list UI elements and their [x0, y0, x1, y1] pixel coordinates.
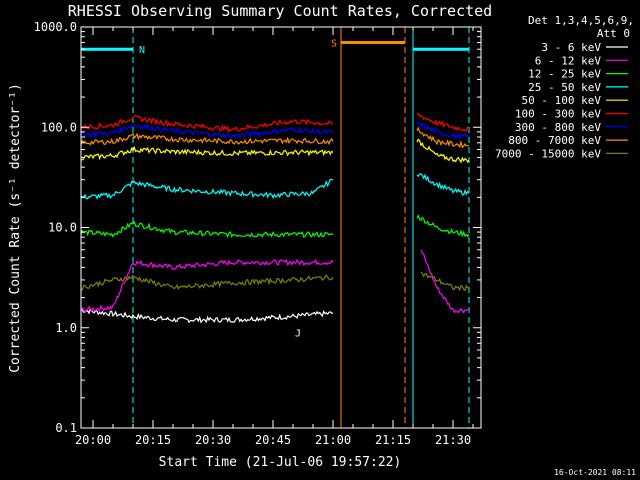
- series-line-8-segment-2: [416, 126, 470, 149]
- x-axis-label: Start Time (21-Jul-06 19:57:22): [159, 455, 402, 470]
- annotation-label-n: N: [139, 45, 145, 56]
- annotation-label-s: S: [331, 39, 337, 50]
- series-line-8-segment-1: [80, 132, 334, 146]
- series-line-1-segment-1: [80, 308, 334, 324]
- legend-label-9: 7000 - 15000 keV: [495, 147, 601, 160]
- series-line-3-segment-1: [80, 220, 334, 239]
- y-tick-label: 100.0: [41, 120, 77, 134]
- series-line-2-segment-1: [80, 258, 334, 314]
- x-tick-label: 20:45: [255, 433, 291, 447]
- legend-header-line-1: Det 1,3,4,5,6,9,: [528, 14, 634, 27]
- x-tick-label: 20:30: [195, 433, 231, 447]
- series-line-7-segment-2: [416, 121, 470, 141]
- series-line-2-segment-2: [420, 249, 470, 314]
- timestamp: 16-Oct-2021 08:11: [554, 468, 636, 477]
- legend-label-4: 25 - 50 keV: [528, 81, 601, 94]
- series-line-6-segment-2: [416, 112, 470, 132]
- y-tick-label: 1.0: [55, 321, 77, 335]
- plot-area: N S J: [80, 27, 470, 428]
- x-tick-label: 21:15: [375, 433, 411, 447]
- legend-label-6: 100 - 300 keV: [515, 108, 601, 121]
- series-line-4-segment-1: [80, 178, 334, 200]
- annotation-label-j: J: [295, 328, 301, 339]
- chart-title: RHESSI Observing Summary Count Rates, Co…: [68, 2, 492, 20]
- series-line-3-segment-2: [416, 214, 470, 238]
- legend-label-2: 6 - 12 keV: [535, 54, 602, 67]
- legend-label-8: 800 - 7000 keV: [508, 134, 601, 147]
- series-line-9-segment-1: [80, 273, 334, 291]
- y-axis-label: Corrected Count Rate (s⁻¹ detector⁻¹): [8, 83, 23, 373]
- legend-label-3: 12 - 25 keV: [528, 68, 601, 81]
- series-line-5-segment-1: [80, 145, 334, 161]
- series-line-7-segment-1: [80, 123, 334, 140]
- axes: 0.1 1.0 10.0 100.0 1000.0 20:00 20:15 20:30 20:4…: [34, 20, 481, 447]
- y-tick-label: 10.0: [48, 221, 77, 235]
- legend-label-1: 3 - 6 keV: [541, 41, 601, 54]
- series-line-5-segment-2: [416, 138, 470, 164]
- series-line-4-segment-2: [416, 173, 470, 196]
- x-tick-label: 20:15: [135, 433, 171, 447]
- series-line-9-segment-2: [420, 271, 469, 292]
- legend-label-7: 300 - 800 keV: [515, 121, 601, 134]
- x-tick-label: 20:00: [75, 433, 111, 447]
- legend-header-line-2: Att 0: [597, 27, 630, 40]
- series-line-6-segment-1: [80, 114, 334, 134]
- y-tick-label: 0.1: [55, 421, 77, 435]
- legend-label-5: 50 - 100 keV: [522, 94, 602, 107]
- x-tick-label: 21:30: [435, 433, 471, 447]
- y-tick-label: 1000.0: [34, 20, 77, 34]
- x-tick-label: 21:00: [315, 433, 351, 447]
